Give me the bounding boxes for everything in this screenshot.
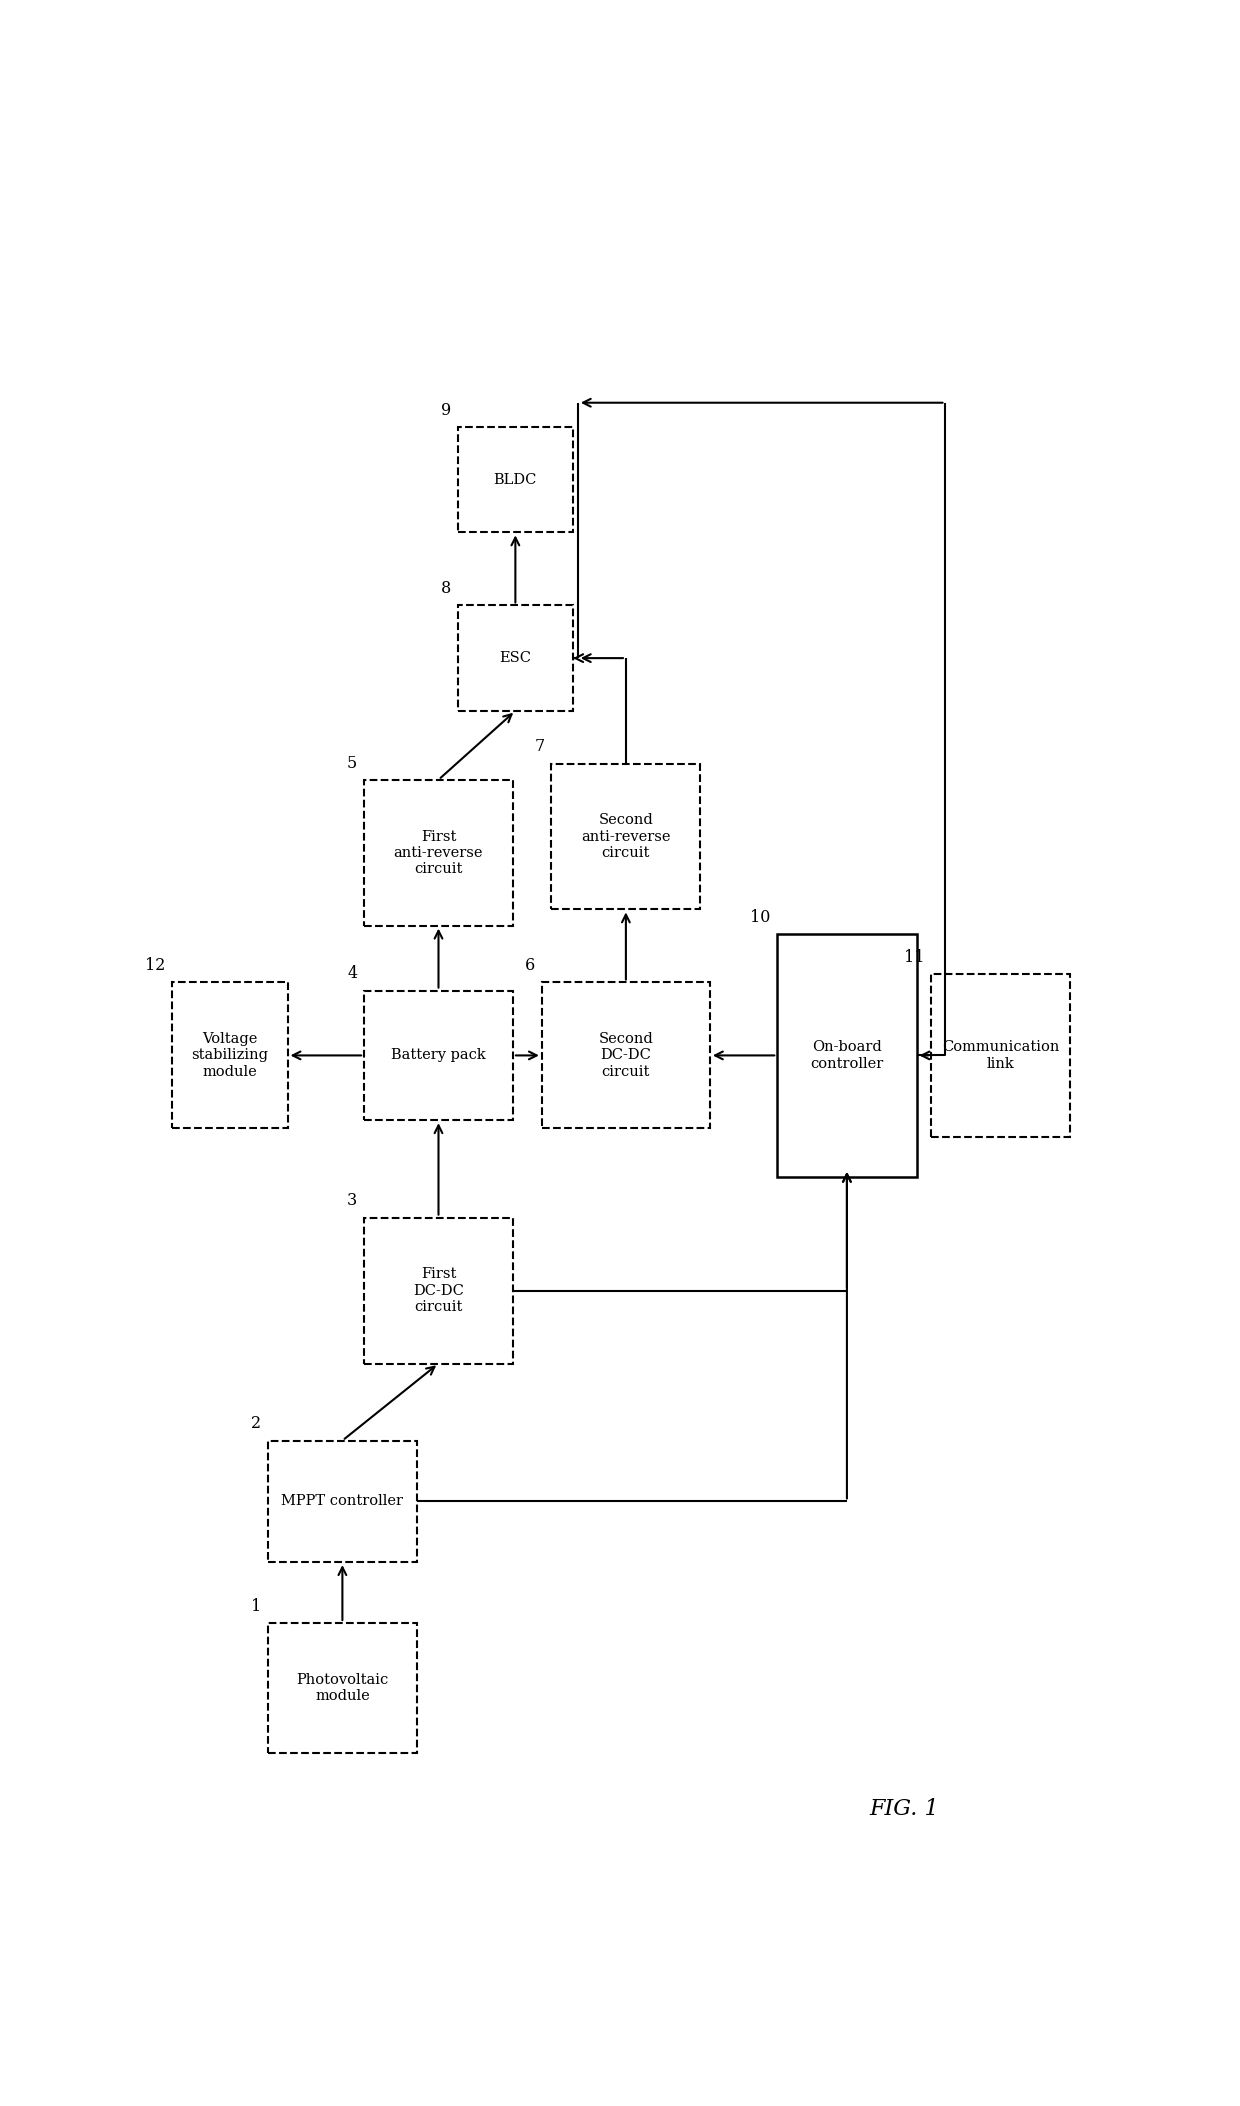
- Bar: [931, 975, 1070, 1137]
- Bar: [552, 764, 701, 910]
- Text: 11: 11: [904, 950, 924, 967]
- Bar: [777, 933, 916, 1177]
- Text: 4: 4: [347, 965, 357, 981]
- Text: 3: 3: [347, 1192, 357, 1209]
- Text: First
anti-reverse
circuit: First anti-reverse circuit: [394, 830, 484, 876]
- Bar: [268, 1441, 417, 1563]
- Text: On-board
controller: On-board controller: [810, 1040, 884, 1070]
- Bar: [458, 428, 573, 533]
- Text: 9: 9: [440, 402, 451, 419]
- Bar: [458, 604, 573, 712]
- Text: 6: 6: [525, 958, 536, 975]
- Bar: [172, 981, 288, 1129]
- Bar: [365, 779, 513, 927]
- Text: 5: 5: [347, 754, 357, 771]
- Text: 2: 2: [250, 1415, 262, 1432]
- Text: 1: 1: [250, 1598, 262, 1615]
- Text: BLDC: BLDC: [494, 472, 537, 486]
- Text: 8: 8: [440, 581, 451, 598]
- Text: Voltage
stabilizing
module: Voltage stabilizing module: [191, 1032, 268, 1078]
- Text: 10: 10: [750, 908, 770, 927]
- Bar: [365, 1217, 513, 1363]
- Text: Photovoltaic
module: Photovoltaic module: [296, 1672, 388, 1704]
- Text: Second
anti-reverse
circuit: Second anti-reverse circuit: [582, 813, 671, 859]
- Bar: [365, 990, 513, 1120]
- Text: Battery pack: Battery pack: [391, 1049, 486, 1061]
- Bar: [268, 1624, 417, 1752]
- Text: Second
DC-DC
circuit: Second DC-DC circuit: [599, 1032, 653, 1078]
- Text: First
DC-DC
circuit: First DC-DC circuit: [413, 1268, 464, 1314]
- Text: 12: 12: [145, 958, 166, 975]
- Text: MPPT controller: MPPT controller: [281, 1495, 403, 1508]
- Text: Communication
link: Communication link: [942, 1040, 1059, 1070]
- Text: FIG. 1: FIG. 1: [869, 1799, 940, 1820]
- Text: 7: 7: [534, 739, 544, 756]
- Bar: [542, 981, 711, 1129]
- Text: ESC: ESC: [500, 651, 532, 665]
